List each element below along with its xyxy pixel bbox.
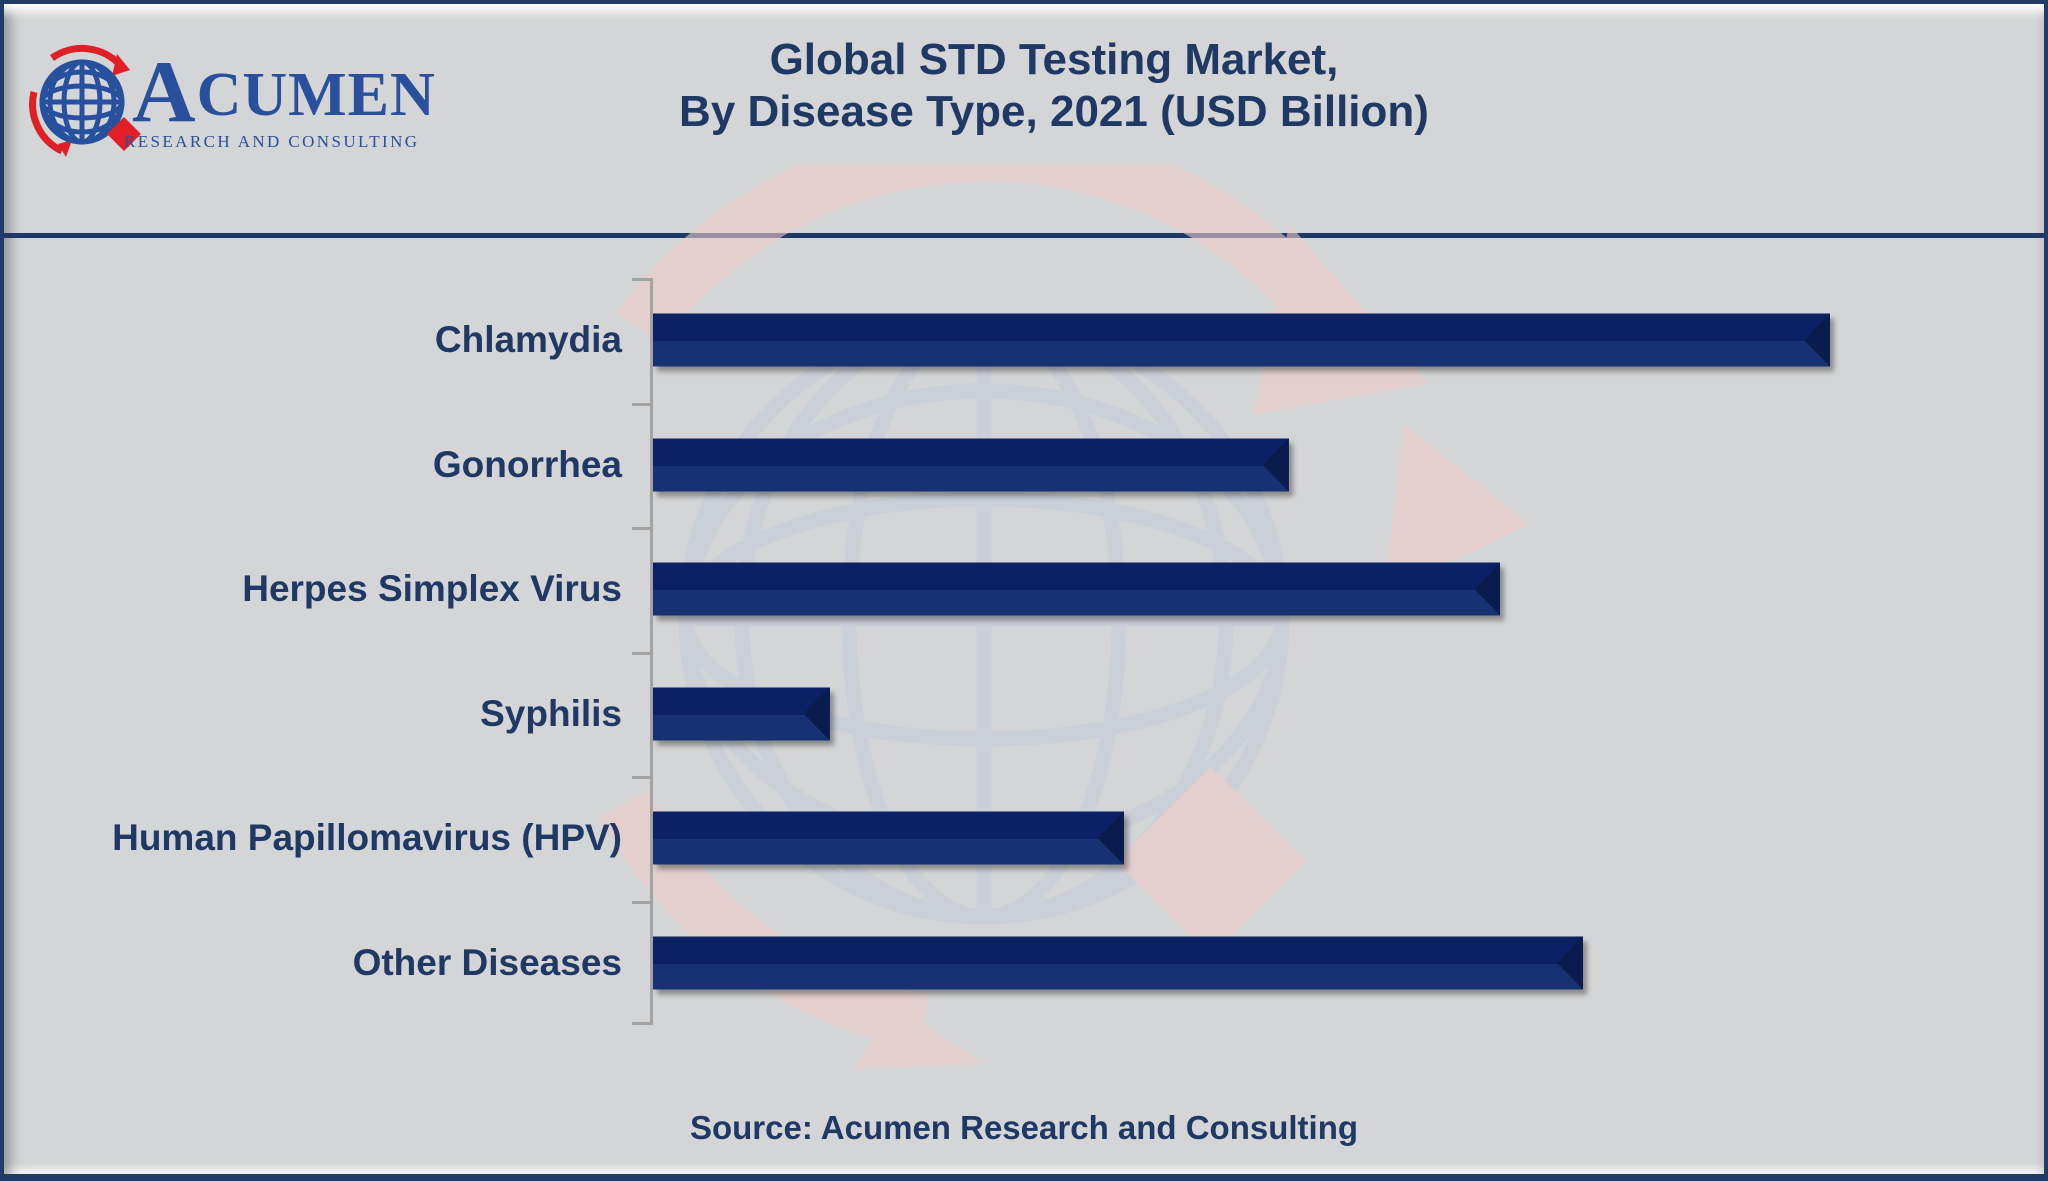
category-label: Gonorrhea: [432, 443, 622, 485]
brand-initial: A: [132, 44, 197, 141]
acumen-logo: ACUMEN RESEARCH AND CONSULTING: [24, 40, 444, 160]
axis-tick: [632, 651, 650, 655]
bar-row: Chlamydia: [4, 278, 2044, 403]
chart-title: Global STD Testing Market, By Disease Ty…: [304, 34, 1804, 138]
globe-icon: [29, 45, 141, 157]
brand-wordmark: ACUMEN: [132, 44, 436, 141]
bar-row: Other Diseases: [4, 901, 2044, 1026]
bar-end-bevel: [1474, 562, 1501, 616]
bar-gonorrhea: [653, 438, 1289, 492]
bar-end-bevel: [1262, 438, 1289, 492]
brand-tagline: RESEARCH AND CONSULTING: [124, 132, 420, 151]
bar-end-bevel: [1097, 811, 1124, 865]
category-label: Human Papillomavirus (HPV): [112, 817, 622, 859]
category-label: Other Diseases: [352, 941, 622, 983]
axis-tick: [632, 900, 650, 904]
bar-end-bevel: [1556, 936, 1583, 990]
source-note: Source: Acumen Research and Consulting: [689, 1109, 1359, 1146]
axis-tick: [632, 527, 650, 530]
axis-tick: [632, 776, 650, 779]
bar-end-bevel: [803, 687, 830, 741]
bar-herpes-simplex-virus: [653, 562, 1501, 616]
bar-human-papillomavirus-hpv: [653, 811, 1124, 865]
axis-tick: [632, 278, 650, 281]
axis-tick: [632, 1022, 650, 1025]
category-axis-line: [650, 278, 653, 1025]
bar-chart-plot: Chlamydia Gonorrhea Herpes Simplex Virus…: [4, 278, 2044, 1025]
bar-row: Gonorrhea: [4, 403, 2044, 528]
bar-other-diseases: [653, 936, 1583, 990]
chart-title-line2: By Disease Type, 2021 (USD Billion): [679, 87, 1429, 136]
bar-chlamydia: [653, 313, 1831, 367]
bar-syphilis: [653, 687, 830, 741]
chart-title-line1: Global STD Testing Market,: [769, 35, 1339, 84]
bar-row: Syphilis: [4, 652, 2044, 777]
header-divider-rule: [4, 233, 2044, 238]
category-label: Chlamydia: [434, 319, 622, 361]
bar-row: Herpes Simplex Virus: [4, 527, 2044, 652]
category-label: Syphilis: [480, 692, 622, 734]
axis-tick: [632, 402, 650, 406]
bar-end-bevel: [1804, 313, 1831, 367]
bar-row: Human Papillomavirus (HPV): [4, 776, 2044, 901]
category-label: Herpes Simplex Virus: [242, 568, 622, 610]
